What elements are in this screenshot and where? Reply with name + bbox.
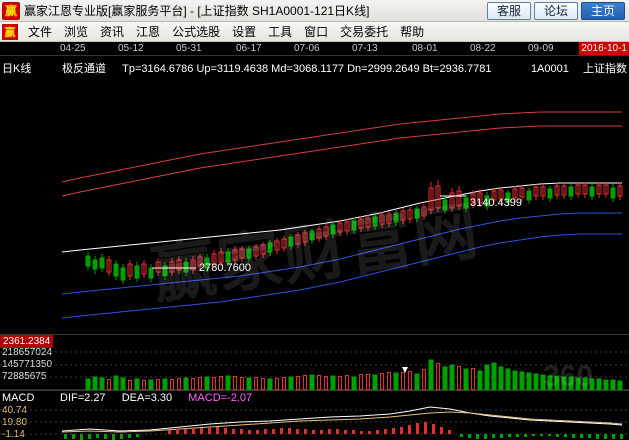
- window-title: 赢家江恩专业版[赢家服务平台] - [上证指数 SH1A0001-121日K线]: [24, 4, 370, 18]
- volume-panel[interactable]: 2361.2384 218657024 145771350 72885675: [0, 334, 629, 391]
- symbol-code: 1A0001: [530, 63, 569, 75]
- current-date-badge: 2016-10-1: [579, 42, 629, 55]
- volume-plot: [0, 351, 629, 391]
- menu-item-formula-stockpick[interactable]: 公式选股: [172, 25, 221, 39]
- macd-dif-value: DIF=2.27: [60, 392, 106, 404]
- menu-item-news[interactable]: 资讯: [100, 25, 125, 39]
- kline-chart-panel[interactable]: 日K线 极反通道 Tp=3164.6786 Up=3119.4638 Md=30…: [0, 56, 629, 334]
- forum-button[interactable]: 论坛: [534, 1, 578, 20]
- date-tick: 06-17: [236, 43, 262, 54]
- date-tick: 07-06: [294, 43, 320, 54]
- macd-scale-label: -1.14: [2, 429, 25, 440]
- menu-item-settings[interactable]: 设置: [232, 25, 257, 39]
- macd-plot: [0, 406, 629, 440]
- date-tick: 05-31: [176, 43, 202, 54]
- macd-panel[interactable]: MACD DIF=2.27 DEA=3.30 MACD=-2.07 40.74 …: [0, 390, 629, 440]
- macd-scale-label: 40.74: [2, 405, 28, 416]
- menu-bar: 赢 文件 浏览 资讯 江恩 公式选股 设置 工具 窗口 交易委托 帮助: [0, 22, 629, 42]
- indicator-readout: 极反通道 Tp=3164.6786 Up=3119.4638 Md=3068.1…: [62, 60, 491, 76]
- date-tick: 09-09: [528, 43, 554, 54]
- volume-scale-label: 72885675: [2, 371, 47, 382]
- menu-item-tools[interactable]: 工具: [268, 25, 293, 39]
- period-label: 日K线: [2, 63, 32, 75]
- menu-item-help[interactable]: 帮助: [400, 25, 425, 39]
- menu-item-trade[interactable]: 交易委托: [340, 25, 389, 39]
- title-bar: 赢 赢家江恩专业版[赢家服务平台] - [上证指数 SH1A0001-121日K…: [0, 0, 629, 22]
- date-tick: 08-01: [412, 43, 438, 54]
- kline-plot: [61, 111, 623, 319]
- title-bar-buttons: 客服 论坛 主页: [487, 1, 629, 20]
- symbol-readout: 1A0001 上证指数: [531, 60, 627, 76]
- home-button[interactable]: 主页: [581, 1, 625, 20]
- customer-service-button[interactable]: 客服: [487, 1, 531, 20]
- date-axis: 04-25 05-12 05-31 06-17 07-06 07-13 08-0…: [0, 42, 629, 56]
- date-tick: 07-13: [352, 43, 378, 54]
- macd-value: MACD=-2.07: [188, 392, 253, 404]
- date-tick: 08-22: [470, 43, 496, 54]
- app-logo-icon: 赢: [2, 1, 20, 20]
- volume-scale-label: 145771350: [2, 359, 53, 370]
- macd-scale-label: 19.80: [2, 417, 28, 428]
- date-tick: 04-25: [60, 43, 86, 54]
- date-tick: 05-12: [118, 43, 144, 54]
- menu-item-file[interactable]: 文件: [28, 25, 53, 39]
- menu-item-gann[interactable]: 江恩: [136, 25, 161, 39]
- macd-readout: DIF=2.27 DEA=3.30 MACD=-2.07: [60, 392, 252, 404]
- menu-item-window[interactable]: 窗口: [304, 25, 329, 39]
- menu-logo-icon: 赢: [2, 23, 18, 40]
- volume-price-badge: 2361.2384: [0, 335, 54, 348]
- macd-dea-value: DEA=3.30: [121, 392, 173, 404]
- indicator-name: 极反通道: [62, 63, 106, 75]
- symbol-name: 上证指数: [583, 63, 627, 75]
- menu-item-browse[interactable]: 浏览: [64, 25, 89, 39]
- volume-scale-label: 218657024: [2, 347, 53, 358]
- high-annotation: 3140.4399: [470, 197, 522, 209]
- indicator-values: Tp=3164.6786 Up=3119.4638 Md=3068.1177 D…: [122, 63, 492, 75]
- macd-title: MACD: [2, 392, 35, 404]
- low-annotation: 2780.7600: [199, 262, 251, 274]
